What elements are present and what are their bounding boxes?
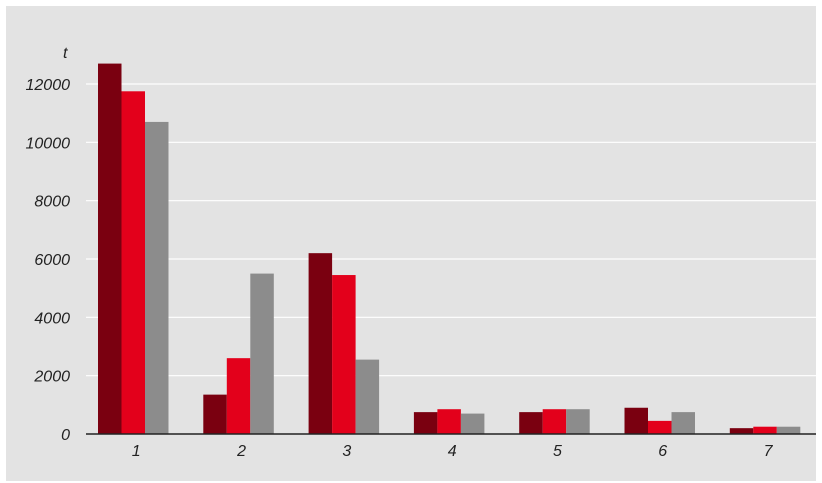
y-tick-label: 6000 bbox=[34, 252, 70, 269]
y-axis-unit-label: t bbox=[63, 45, 68, 62]
bar bbox=[542, 409, 567, 434]
bar bbox=[776, 426, 801, 434]
x-tick-label: 2 bbox=[236, 443, 246, 460]
bar bbox=[355, 359, 380, 434]
gridlines bbox=[86, 83, 816, 377]
y-tick-label: 4000 bbox=[34, 310, 70, 327]
bar bbox=[460, 413, 485, 434]
bar bbox=[753, 426, 777, 434]
bar bbox=[203, 394, 227, 434]
bar bbox=[308, 253, 333, 434]
bar bbox=[624, 407, 648, 434]
bar bbox=[566, 409, 590, 434]
y-tick-label: 8000 bbox=[34, 194, 70, 211]
x-tick-label: 6 bbox=[658, 443, 667, 460]
bar bbox=[437, 409, 461, 434]
bar bbox=[671, 412, 695, 434]
bar bbox=[519, 412, 543, 434]
y-tick-label: 2000 bbox=[33, 369, 70, 386]
bar bbox=[648, 420, 672, 434]
bar bbox=[250, 273, 274, 434]
x-tick-labels: 1 2 3 4 5 6 7 bbox=[132, 443, 774, 460]
bar bbox=[121, 91, 145, 435]
bar bbox=[729, 428, 754, 434]
y-tick-label: 10000 bbox=[26, 135, 71, 152]
bar-chart: 0 2000 4000 6000 8000 10000 12000 1 2 3 4 5 6 7 t bbox=[26, 45, 816, 460]
x-tick-label: 5 bbox=[553, 443, 562, 460]
x-tick-label: 1 bbox=[132, 443, 141, 460]
bar bbox=[332, 275, 356, 434]
bar bbox=[226, 358, 251, 434]
bars bbox=[98, 63, 801, 435]
x-tick-label: 7 bbox=[764, 443, 774, 460]
x-tick-label: 4 bbox=[448, 443, 457, 460]
bar bbox=[413, 412, 438, 434]
bar bbox=[145, 121, 169, 435]
y-tick-labels: 0 2000 4000 6000 8000 10000 12000 bbox=[26, 77, 71, 444]
chart-panel: 0 2000 4000 6000 8000 10000 12000 1 2 3 4 5 6 7 t bbox=[6, 6, 816, 481]
y-tick-label: 12000 bbox=[26, 77, 71, 94]
bar bbox=[98, 63, 122, 434]
y-tick-label: 0 bbox=[61, 427, 70, 444]
x-tick-label: 3 bbox=[342, 443, 351, 460]
